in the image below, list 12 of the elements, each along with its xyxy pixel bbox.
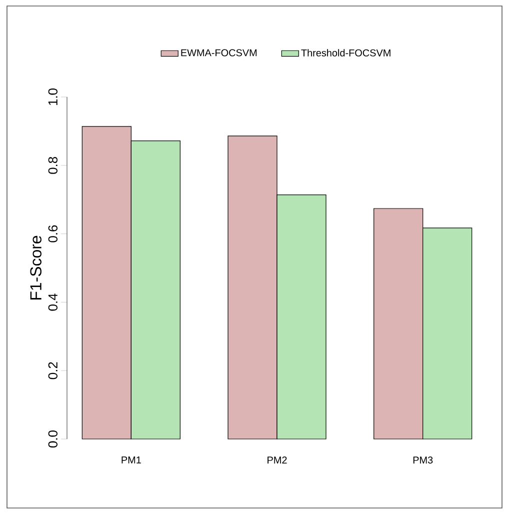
y-tick-label: 0.0 <box>48 430 58 448</box>
legend-label: EWMA-FOCSVM <box>181 49 257 56</box>
x-tick-label: PM3 <box>413 456 433 464</box>
x-tick-label: PM1 <box>122 456 141 464</box>
y-tick-label: 0.6 <box>48 225 58 242</box>
legend-label: Threshold-FOCSVM <box>301 49 390 56</box>
y-axis-title: F1-Score <box>30 236 42 300</box>
x-tick-label: PM2 <box>268 456 287 464</box>
y-tick-label: 1.0 <box>48 88 58 106</box>
y-tick-label: 0.2 <box>48 362 58 380</box>
y-tick-label: 0.8 <box>48 156 58 174</box>
y-tick-label: 0.4 <box>48 294 58 311</box>
